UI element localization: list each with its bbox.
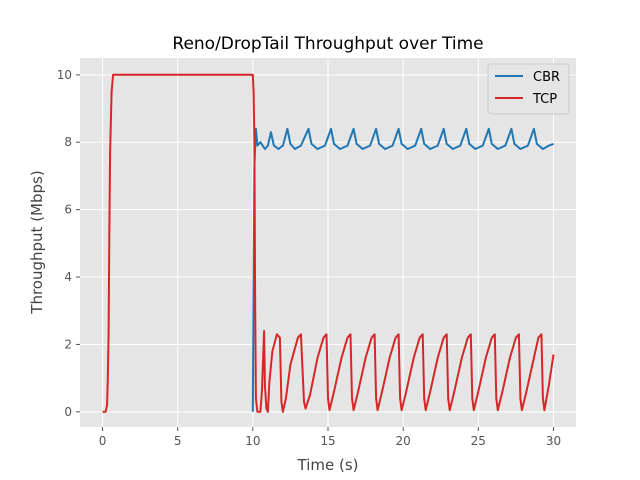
legend-label-cbr: CBR bbox=[533, 70, 560, 85]
chart-title: Reno/DropTail Throughput over Time bbox=[172, 34, 483, 54]
series-line-tcp bbox=[102, 73, 555, 413]
x-tick-label: 10 bbox=[245, 434, 260, 448]
y-tick-label: 6 bbox=[64, 203, 72, 217]
y-tick-label: 4 bbox=[64, 270, 72, 284]
y-tick-label: 0 bbox=[64, 405, 72, 419]
series-line-cbr bbox=[251, 127, 554, 412]
x-tick-label: 25 bbox=[471, 434, 486, 448]
x-tick-label: 15 bbox=[320, 434, 335, 448]
y-axis-ticks: 0 2 4 6 8 10 bbox=[57, 68, 80, 419]
x-tick-label: 0 bbox=[99, 434, 107, 448]
x-tick-label: 30 bbox=[546, 434, 561, 448]
y-tick-label: 8 bbox=[64, 135, 72, 149]
x-tick-label: 20 bbox=[396, 434, 411, 448]
x-tick-label: 5 bbox=[174, 434, 182, 448]
y-tick-label: 2 bbox=[64, 337, 72, 351]
series-layer bbox=[102, 73, 555, 413]
legend: CBR TCP bbox=[487, 63, 570, 115]
x-axis-label: Time (s) bbox=[297, 456, 359, 474]
legend-label-tcp: TCP bbox=[532, 92, 557, 107]
x-axis-ticks: 0 5 10 15 20 25 30 bbox=[99, 427, 561, 448]
y-axis-label: Throughput (Mbps) bbox=[28, 170, 46, 314]
y-tick-label: 10 bbox=[57, 68, 72, 82]
